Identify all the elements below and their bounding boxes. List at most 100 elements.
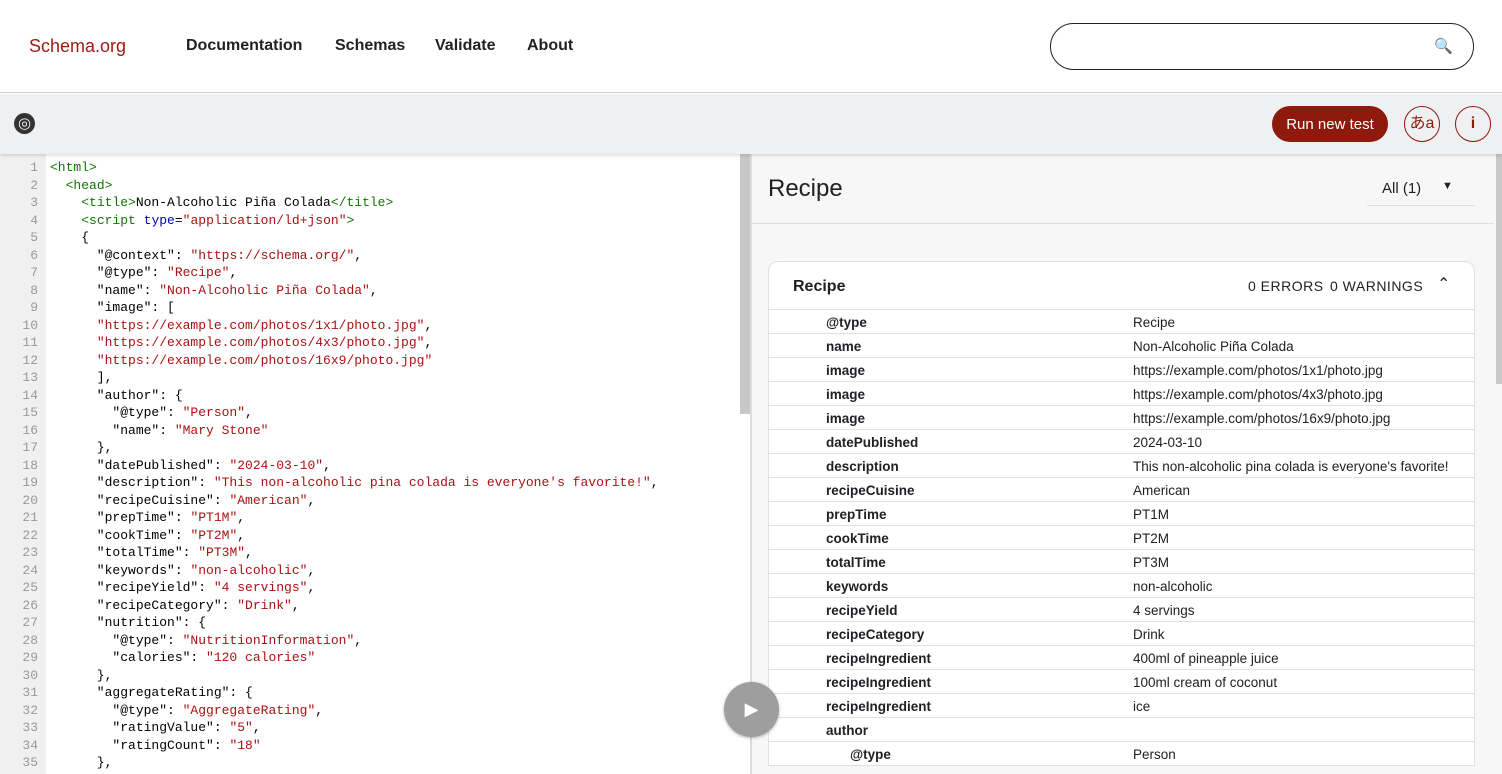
info-icon[interactable]: i [1455,106,1491,142]
property-row: recipeIngredient 100ml cream of coconut [769,670,1474,694]
line-number: 1 [30,160,38,175]
code-line: 7 "@type": "Recipe", [0,264,237,282]
code-line: 22 "cookTime": "PT2M", [0,527,245,545]
code-token-plain: "@type": [50,265,168,280]
property-value: ice [1133,699,1151,714]
code-token-plain [50,318,97,333]
code-token-plain: "@context": [50,247,191,263]
code-token-plain [50,213,81,228]
card-header[interactable]: Recipe 0 ERRORS 0 WARNINGS ⌃ [769,262,1474,310]
code-token-plain: = [174,212,183,228]
property-row: cookTime PT2M [769,526,1474,550]
code-token-tag: <head> [65,177,113,193]
run-new-test-button[interactable]: Run new test [1272,106,1388,142]
property-value: https://example.com/photos/16x9/photo.jp… [1133,411,1391,426]
code-token-plain: "@type": [50,632,183,648]
property-value: PT2M [1133,531,1170,546]
code-token-plain: , [245,405,253,420]
code-token-plain: "ratingCount": [50,737,230,753]
filter-dropdown[interactable]: All (1) ▼ [1367,169,1475,206]
property-name: keywords [826,579,889,594]
nav-schemas[interactable]: Schemas [335,37,406,54]
property-name: totalTime [826,555,886,570]
code-line: 35 }, [0,754,112,772]
errors-count: 0 ERRORS [1248,278,1324,294]
line-number: 11 [22,335,38,350]
line-number: 2 [30,177,38,193]
logo-link[interactable]: Schema.org [29,36,127,56]
nav-about[interactable]: About [527,37,574,54]
nav-validate[interactable]: Validate [435,37,496,54]
line-number: 17 [22,440,38,455]
chevron-up-icon[interactable]: ⌃ [1437,276,1451,293]
code-line: 33 "ratingValue": "5", [0,719,261,737]
property-row: @type Recipe [769,310,1474,334]
line-number: 34 [22,737,38,753]
code-editor[interactable]: 1 <html> 2 <head> 3 <title>Non-Alcoholic Pi… [0,154,750,774]
results-scrollbar[interactable] [1496,154,1502,384]
code-token-str: "https://schema.org/" [190,247,355,263]
property-row: image https://example.com/photos/16x9/pho… [769,406,1474,430]
code-token-plain: , [307,562,316,578]
property-name: prepTime [826,507,887,522]
code-token-plain: , [252,720,261,735]
run-play-button[interactable]: ▶ [724,682,779,737]
code-token-plain: "calories": [50,650,207,665]
code-token-plain: , [315,702,324,718]
line-number: 19 [22,475,38,490]
property-name: cookTime [826,531,889,546]
editor-scrollbar[interactable] [740,154,750,414]
property-row: recipeIngredient ice [769,694,1474,718]
code-line: 14 "author": { [0,387,183,405]
property-name: image [826,363,866,378]
line-number-gutter [0,154,46,774]
code-line: 25 "recipeYield": "4 servings", [0,579,315,597]
property-name: image [826,411,866,426]
code-line: 15 "@type": "Person", [0,404,253,422]
line-number: 35 [22,755,38,770]
code-token-plain [50,353,97,368]
property-value: PT3M [1133,555,1170,570]
property-name: recipeIngredient [826,699,932,714]
line-number: 14 [22,387,38,403]
nav-documentation[interactable]: Documentation [186,37,303,54]
code-token-plain: }, [50,667,113,683]
globe-icon[interactable]: ◎ [14,113,35,134]
code-line: 11 "https://example.com/photos/4x3/photo… [0,334,432,352]
toolbar: ◎ Run new test あa i [0,94,1502,154]
pane-divider[interactable] [750,154,752,774]
property-row: datePublished 2024-03-10 [769,430,1474,454]
line-number: 30 [22,667,38,683]
property-name: recipeIngredient [826,675,932,690]
property-value: 2024-03-10 [1133,435,1203,450]
line-number: 6 [30,247,38,263]
code-token-plain: "author": { [50,387,183,403]
line-number: 4 [30,212,38,228]
line-number: 5 [30,230,38,245]
code-token-plain: Non-Alcoholic Piña Colada [135,195,331,210]
code-token-plain: "recipeCategory": [50,597,238,613]
code-token-plain: , [229,265,238,280]
property-value: 100ml cream of coconut [1133,675,1278,690]
search-input[interactable]: 🔍 [1050,23,1474,70]
code-token-plain: "name": [50,282,160,298]
caret-down-icon: ▼ [1442,180,1453,192]
code-line: 32 "@type": "AggregateRating", [0,702,323,720]
property-name: image [826,387,866,402]
property-row: author [769,718,1474,742]
property-row: recipeCuisine American [769,478,1474,502]
code-token-plain: , [307,580,316,595]
code-line: 29 "calories": "120 calories" [0,649,315,667]
property-name: recipeCategory [826,627,925,642]
code-token-str: "PT1M" [190,510,238,525]
code-token-plain: "datePublished": [50,457,230,473]
code-line: 2 <head> [0,177,112,195]
language-button[interactable]: あa [1404,106,1440,142]
code-line: 19 "description": "This non-alcoholic pi… [0,474,658,492]
search-icon[interactable]: 🔍 [1434,38,1453,55]
property-row: @type Person [769,742,1474,766]
line-number: 7 [30,265,38,280]
code-token-str: "non-alcoholic" [190,562,308,578]
line-number: 13 [22,370,38,385]
warnings-count: 0 WARNINGS [1330,278,1424,294]
